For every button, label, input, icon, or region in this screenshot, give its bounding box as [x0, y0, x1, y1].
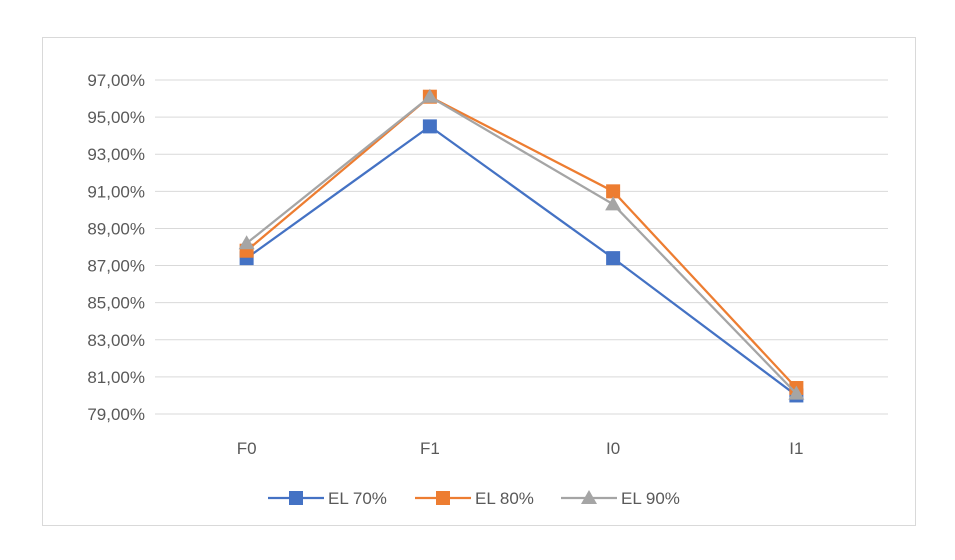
data-point	[238, 235, 255, 250]
legend-marker	[436, 491, 450, 505]
legend-label: EL 80%	[475, 489, 534, 508]
legend-item: EL 80%	[415, 489, 534, 508]
y-tick-label: 89,00%	[87, 219, 145, 238]
data-point	[605, 196, 622, 211]
x-axis-ticks: F0 F1 I0 I1	[237, 439, 804, 458]
legend-marker	[289, 491, 303, 505]
y-tick-label: 97,00%	[87, 71, 145, 90]
x-tick-label: F1	[420, 439, 440, 458]
legend-label: EL 90%	[621, 489, 680, 508]
legend-label: EL 70%	[328, 489, 387, 508]
gridlines	[155, 79, 888, 415]
series-line	[245, 95, 798, 389]
legend: EL 70% EL 80% EL 90%	[268, 489, 680, 508]
legend-item: EL 90%	[561, 489, 680, 508]
y-tick-label: 85,00%	[87, 294, 145, 313]
data-point	[606, 184, 621, 199]
data-point	[606, 251, 621, 266]
y-tick-label: 95,00%	[87, 108, 145, 127]
data-point	[421, 88, 438, 103]
y-tick-label: 91,00%	[87, 182, 145, 201]
legend-marker	[581, 490, 597, 504]
data-point	[788, 385, 805, 400]
series-line	[245, 95, 798, 395]
y-tick-label: 81,00%	[87, 368, 145, 387]
y-tick-label: 83,00%	[87, 331, 145, 350]
series-group	[238, 88, 805, 403]
x-tick-label: F0	[237, 439, 257, 458]
data-point	[422, 119, 437, 134]
y-tick-label: 93,00%	[87, 145, 145, 164]
series-el-90-	[238, 88, 805, 400]
y-tick-label: 87,00%	[87, 257, 145, 276]
x-tick-label: I0	[606, 439, 620, 458]
series-line	[245, 125, 798, 397]
y-axis-ticks: 79,00% 81,00% 83,00% 85,00% 87,00% 89,00% 91,0…	[87, 71, 145, 424]
chart-frame	[42, 37, 916, 526]
y-tick-label: 79,00%	[87, 405, 145, 424]
x-tick-label: I1	[789, 439, 803, 458]
legend-item: EL 70%	[268, 489, 387, 508]
series-el-80-	[239, 89, 804, 396]
series-el-70-	[239, 119, 804, 403]
